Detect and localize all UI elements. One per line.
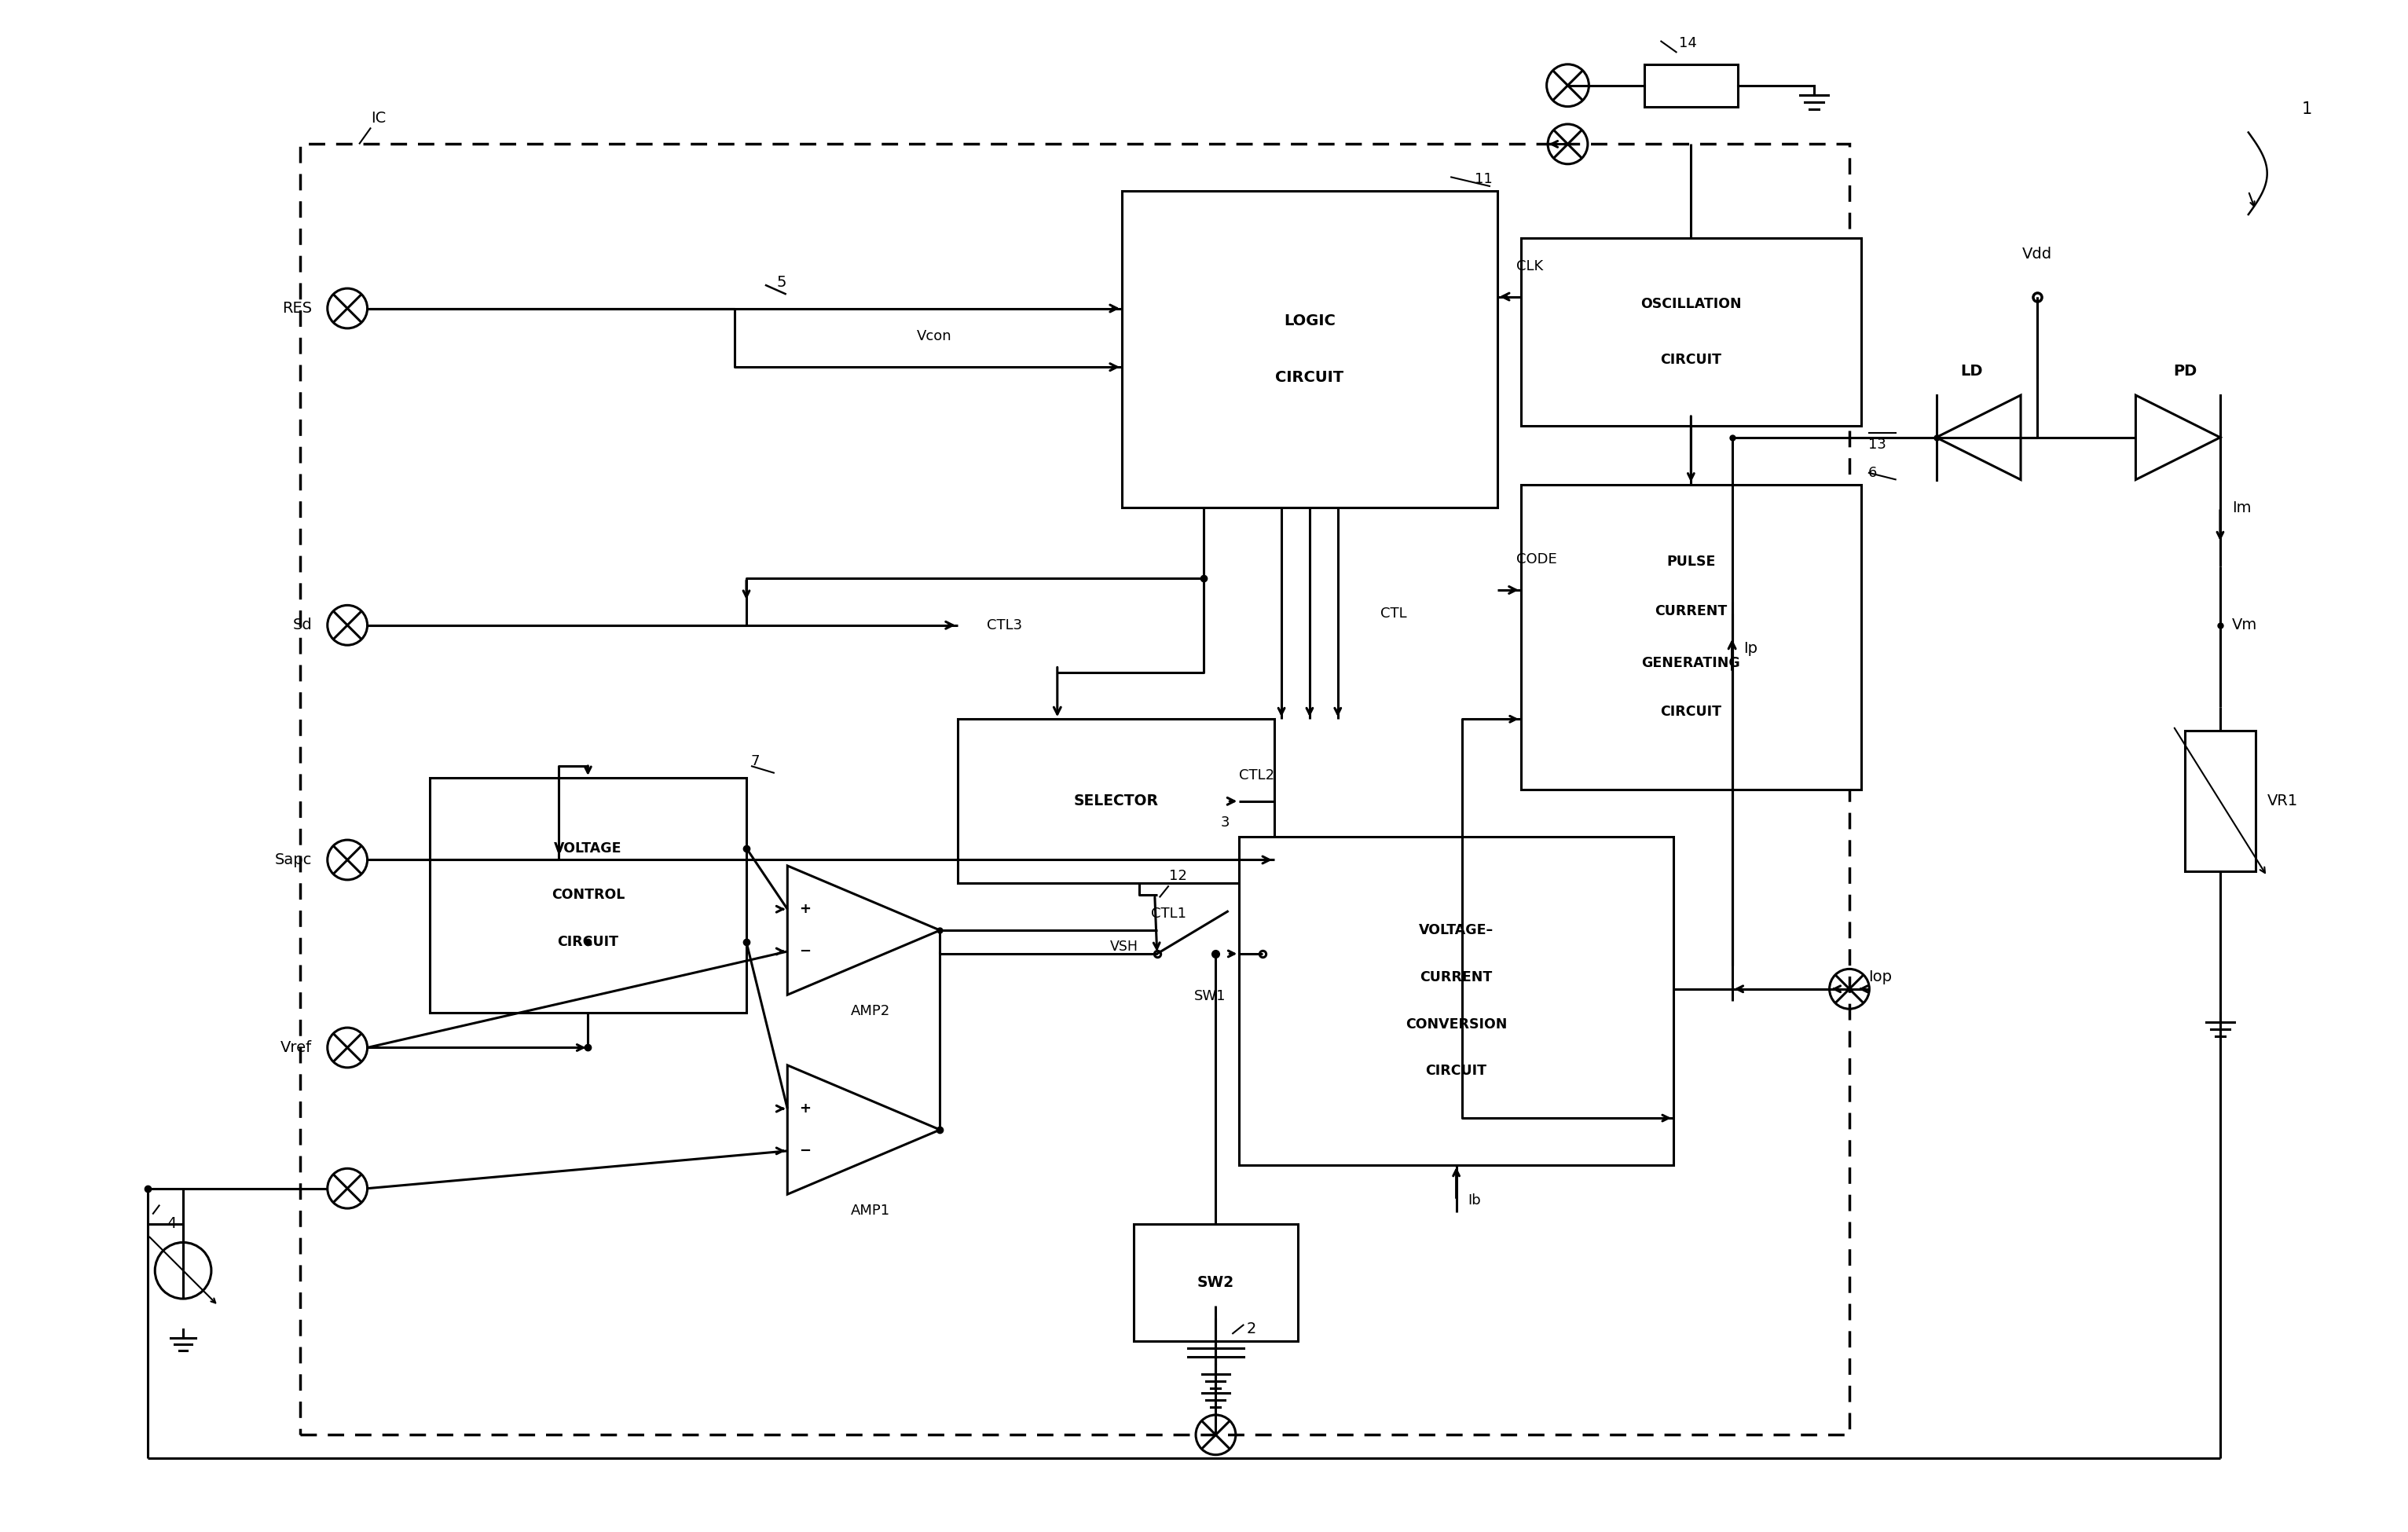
Bar bbox=[301, 144, 1849, 1435]
Text: PULSE: PULSE bbox=[1666, 555, 1714, 568]
Text: 3: 3 bbox=[1221, 815, 1230, 829]
Text: AMP1: AMP1 bbox=[850, 1204, 891, 1218]
Text: −: − bbox=[799, 1144, 811, 1158]
Text: CODE: CODE bbox=[1517, 553, 1558, 567]
Text: CONTROL: CONTROL bbox=[551, 889, 624, 902]
Text: LOGIC: LOGIC bbox=[1283, 314, 1336, 329]
Text: VSH: VSH bbox=[1110, 939, 1139, 954]
Text: VOLTAGE: VOLTAGE bbox=[554, 841, 621, 855]
Text: 7: 7 bbox=[751, 754, 761, 769]
Text: 11: 11 bbox=[1474, 172, 1493, 187]
Text: 1: 1 bbox=[2302, 101, 2312, 116]
Text: VR1: VR1 bbox=[2266, 794, 2297, 809]
Text: Sapc: Sapc bbox=[275, 852, 313, 867]
Bar bbox=[1134, 1224, 1298, 1340]
Text: CURRENT: CURRENT bbox=[1421, 970, 1493, 984]
Text: CTL: CTL bbox=[1380, 607, 1406, 620]
Text: CLK: CLK bbox=[1517, 259, 1544, 273]
Text: CTL1: CTL1 bbox=[1151, 907, 1187, 921]
Text: +: + bbox=[799, 1102, 811, 1115]
Bar bbox=[1122, 192, 1498, 507]
Text: 5: 5 bbox=[778, 274, 787, 290]
Text: Vdd: Vdd bbox=[2023, 247, 2052, 262]
Text: LD: LD bbox=[1960, 363, 1982, 378]
Polygon shape bbox=[2136, 395, 2220, 480]
Text: Ib: Ib bbox=[1469, 1193, 1481, 1207]
Text: 12: 12 bbox=[1168, 869, 1187, 884]
Text: CONVERSION: CONVERSION bbox=[1406, 1017, 1507, 1031]
Text: Sd: Sd bbox=[294, 617, 313, 633]
Text: −: − bbox=[799, 944, 811, 959]
Text: CIRCUIT: CIRCUIT bbox=[1662, 352, 1722, 368]
Bar bbox=[958, 719, 1274, 884]
Text: 6: 6 bbox=[1869, 466, 1878, 480]
Text: GENERATING: GENERATING bbox=[1642, 656, 1741, 669]
Bar bbox=[2184, 731, 2256, 872]
Text: SELECTOR: SELECTOR bbox=[1074, 794, 1158, 809]
Text: 14: 14 bbox=[1678, 37, 1698, 51]
Polygon shape bbox=[787, 1065, 939, 1195]
Text: 13: 13 bbox=[1869, 438, 1885, 452]
Bar bbox=[429, 778, 746, 1013]
Text: CIRCUIT: CIRCUIT bbox=[1426, 1065, 1486, 1079]
Bar bbox=[1240, 836, 1674, 1164]
Text: Vcon: Vcon bbox=[917, 329, 951, 343]
Text: VOLTAGE–: VOLTAGE– bbox=[1418, 924, 1493, 938]
Text: CIRCUIT: CIRCUIT bbox=[556, 935, 619, 950]
Text: Iop: Iop bbox=[1869, 970, 1893, 985]
Text: CURRENT: CURRENT bbox=[1654, 604, 1727, 619]
Text: +: + bbox=[799, 902, 811, 916]
Text: Vref: Vref bbox=[282, 1040, 313, 1056]
Text: CIRCUIT: CIRCUIT bbox=[1662, 705, 1722, 719]
Text: Ip: Ip bbox=[1743, 642, 1758, 656]
Bar bbox=[1522, 484, 1861, 789]
Text: PD: PD bbox=[2172, 363, 2196, 378]
Text: 4: 4 bbox=[166, 1216, 176, 1232]
Text: SW1: SW1 bbox=[1194, 990, 1226, 1003]
Text: RES: RES bbox=[282, 300, 313, 316]
Text: SW2: SW2 bbox=[1197, 1275, 1235, 1290]
Text: Vm: Vm bbox=[2232, 617, 2256, 633]
Text: CIRCUIT: CIRCUIT bbox=[1276, 371, 1344, 385]
Bar bbox=[1645, 64, 1739, 107]
Polygon shape bbox=[1936, 395, 2020, 480]
Text: OSCILLATION: OSCILLATION bbox=[1640, 297, 1741, 311]
Text: Im: Im bbox=[2232, 501, 2251, 515]
Text: CTL3: CTL3 bbox=[987, 617, 1021, 633]
Text: IC: IC bbox=[371, 110, 385, 126]
Text: 2: 2 bbox=[1247, 1322, 1257, 1337]
Text: AMP2: AMP2 bbox=[850, 1003, 891, 1019]
Text: CTL2: CTL2 bbox=[1240, 768, 1274, 783]
Bar bbox=[1522, 237, 1861, 426]
Polygon shape bbox=[787, 866, 939, 994]
